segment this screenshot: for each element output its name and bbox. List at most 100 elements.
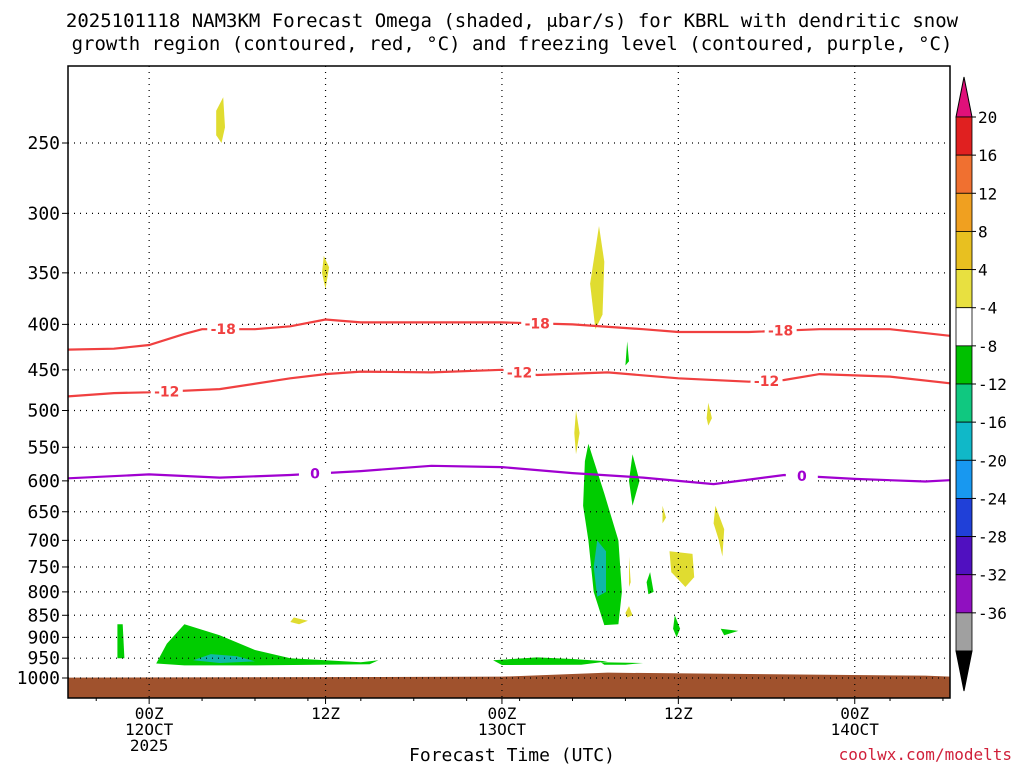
colorbar-label-2: 12 bbox=[978, 184, 997, 203]
ytick-label-1000: 1000 bbox=[17, 668, 60, 689]
omega-shaded-region-20 bbox=[290, 617, 308, 625]
colorbar-label-12: -32 bbox=[978, 566, 1007, 585]
colorbar-label-13: -36 bbox=[978, 604, 1007, 623]
colorbar-label-0: 20 bbox=[978, 108, 997, 127]
colorbar-bottom-arrow bbox=[955, 650, 973, 692]
ytick-label-950: 950 bbox=[27, 648, 60, 669]
contour-layer: -18 -18 -18 -12 -12 -12 0 0 bbox=[67, 315, 951, 486]
ytick-label-450: 450 bbox=[27, 360, 60, 381]
omega-shaded-region-6 bbox=[593, 540, 606, 597]
omega-shaded-region-2 bbox=[117, 624, 125, 659]
contour-label-0-1: 0 bbox=[797, 469, 807, 485]
contour-label-bg bbox=[785, 468, 818, 485]
colorbar-label-10: -24 bbox=[978, 489, 1007, 508]
omega-shaded-region-11 bbox=[720, 628, 739, 636]
ytick-label-600: 600 bbox=[27, 471, 60, 492]
colorbar-swatch-10 bbox=[955, 498, 973, 537]
omega-shaded-region-7 bbox=[629, 454, 640, 506]
omega-shaded-region-5 bbox=[583, 443, 622, 626]
ytick-label-650: 650 bbox=[27, 502, 60, 523]
colorbar-swatch-6 bbox=[955, 345, 973, 385]
xtick-label-40-1: 14OCT bbox=[831, 720, 880, 739]
omega-shaded-region-3 bbox=[493, 657, 608, 665]
ytick-label-250: 250 bbox=[27, 133, 60, 154]
ytick-label-700: 700 bbox=[27, 530, 60, 551]
colorbar-swatch-9 bbox=[955, 459, 973, 499]
ytick-label-800: 800 bbox=[27, 582, 60, 603]
plot-frame bbox=[67, 65, 951, 699]
ground-terrain bbox=[68, 672, 950, 698]
axes-layer: 2503003504004505005506006507007508008509… bbox=[17, 133, 944, 755]
colorbar-swatch-4 bbox=[955, 269, 973, 309]
contour-line--12 bbox=[67, 368, 951, 398]
colorbar-swatch-2 bbox=[955, 192, 973, 232]
contour-label-0-0: 0 bbox=[310, 467, 320, 483]
xtick-label-40-0: 00Z bbox=[840, 704, 869, 723]
ytick-label-850: 850 bbox=[27, 605, 60, 626]
ytick-label-900: 900 bbox=[27, 627, 60, 648]
contour-label-bg bbox=[764, 322, 797, 339]
omega-shaded-region-16 bbox=[706, 402, 712, 426]
ground-layer bbox=[68, 672, 950, 698]
omega-shaded-region-22 bbox=[629, 556, 631, 587]
contour-label-bg bbox=[207, 321, 240, 338]
xtick-label-0-1: 12OCT bbox=[125, 720, 174, 739]
contour-label-bg bbox=[750, 372, 783, 389]
colorbar-label-6: -8 bbox=[978, 337, 997, 356]
contour-label-bg bbox=[298, 465, 331, 482]
x-axis-label: Forecast Time (UTC) bbox=[409, 745, 615, 766]
ytick-label-550: 550 bbox=[27, 437, 60, 458]
contour-line-0 bbox=[67, 464, 951, 486]
ytick-label-500: 500 bbox=[27, 401, 60, 422]
contour-label-bg bbox=[503, 364, 536, 381]
omega-shaded-region-10 bbox=[625, 341, 629, 366]
omega-shaded-region-21 bbox=[625, 606, 633, 618]
contour-label-bg bbox=[521, 315, 554, 332]
contour-label--18-1: -18 bbox=[525, 316, 550, 332]
contour-label--12-1: -12 bbox=[507, 365, 532, 381]
colorbar-label-3: 8 bbox=[978, 222, 988, 241]
colorbar: 20 16 12 8 4 -4 -8 -12 -16 -20 -24 -28 -32 -36 bbox=[955, 76, 1007, 692]
omega-shaded-region-12 bbox=[216, 97, 225, 143]
colorbar-swatch-12 bbox=[955, 574, 973, 614]
colorbar-swatch-11 bbox=[955, 536, 973, 576]
omega-shaded-region-14 bbox=[590, 226, 605, 330]
colorbar-top-arrow bbox=[955, 76, 973, 118]
site-credit: coolwx.com/modelts bbox=[838, 745, 1012, 764]
omega-shaded-region-8 bbox=[646, 572, 654, 595]
omega-shaded-region-13 bbox=[322, 255, 330, 289]
omega-shaded-region-19 bbox=[662, 505, 666, 524]
colorbar-swatch-8 bbox=[955, 421, 973, 461]
ytick-label-400: 400 bbox=[27, 314, 60, 335]
colorbar-label-1: 16 bbox=[978, 146, 997, 165]
contour-label--18-2: -18 bbox=[768, 324, 793, 340]
contour-label--12-0: -12 bbox=[154, 385, 179, 401]
ytick-label-750: 750 bbox=[27, 557, 60, 578]
xtick-label-0-0: 00Z bbox=[135, 704, 164, 723]
colorbar-swatch-1 bbox=[955, 154, 973, 194]
colorbar-label-5: -4 bbox=[978, 299, 997, 318]
chart-title-line-1: 2025101118 NAM3KM Forecast Omega (shaded… bbox=[65, 10, 959, 32]
xtick-label-0-2: 2025 bbox=[130, 736, 169, 755]
xtick-label-30-0: 12Z bbox=[664, 704, 693, 723]
omega-shaded-region-17 bbox=[669, 551, 695, 587]
xtick-label-20-1: 13OCT bbox=[478, 720, 527, 739]
contour-label--12-2: -12 bbox=[754, 374, 779, 390]
colorbar-label-8: -16 bbox=[978, 413, 1007, 432]
colorbar-swatch-3 bbox=[955, 231, 973, 270]
colorbar-swatch-13 bbox=[955, 612, 973, 652]
xtick-label-20-0: 00Z bbox=[487, 704, 516, 723]
chart-title-line-2: growth region (contoured, red, °C) and f… bbox=[71, 33, 953, 55]
omega-shaded-region-18 bbox=[713, 505, 725, 557]
colorbar-label-7: -12 bbox=[978, 375, 1007, 394]
colorbar-label-4: 4 bbox=[978, 261, 988, 280]
contour-line--18 bbox=[67, 318, 951, 351]
omega-shaded-region-0 bbox=[156, 624, 379, 666]
omega-shading-layer bbox=[117, 97, 739, 666]
ytick-label-350: 350 bbox=[27, 263, 60, 284]
colorbar-label-9: -20 bbox=[978, 451, 1007, 470]
contour-label-bg bbox=[150, 383, 183, 400]
colorbar-swatch-5 bbox=[955, 307, 973, 347]
contour-label--18-0: -18 bbox=[211, 322, 236, 338]
